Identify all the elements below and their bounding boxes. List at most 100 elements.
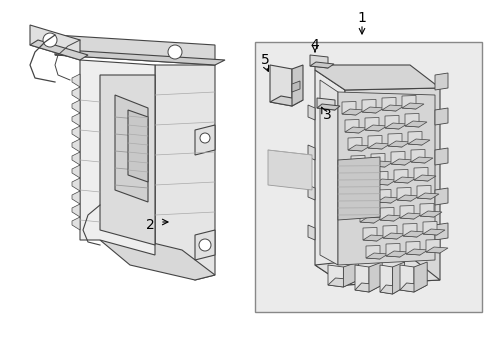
Polygon shape <box>72 191 80 204</box>
Text: 5: 5 <box>261 53 270 67</box>
Polygon shape <box>115 95 148 202</box>
Polygon shape <box>411 157 433 163</box>
Polygon shape <box>315 65 440 90</box>
Polygon shape <box>386 251 408 257</box>
Polygon shape <box>362 99 376 113</box>
Polygon shape <box>72 87 80 100</box>
Polygon shape <box>411 149 425 163</box>
Text: 1: 1 <box>358 11 367 25</box>
Polygon shape <box>394 177 416 183</box>
Polygon shape <box>268 150 312 190</box>
Polygon shape <box>383 225 397 239</box>
Polygon shape <box>72 178 80 191</box>
Polygon shape <box>80 60 155 255</box>
Polygon shape <box>310 55 328 68</box>
Polygon shape <box>394 170 408 183</box>
Polygon shape <box>310 62 334 68</box>
Polygon shape <box>371 153 385 167</box>
Polygon shape <box>317 98 335 110</box>
Polygon shape <box>343 262 358 287</box>
Polygon shape <box>72 139 80 152</box>
Polygon shape <box>426 239 440 253</box>
Polygon shape <box>357 192 371 205</box>
Polygon shape <box>355 283 382 292</box>
Polygon shape <box>391 159 413 165</box>
Polygon shape <box>128 110 148 182</box>
Polygon shape <box>420 203 434 217</box>
Polygon shape <box>348 138 362 151</box>
Circle shape <box>168 45 182 59</box>
Polygon shape <box>414 262 427 292</box>
Polygon shape <box>363 235 385 241</box>
Polygon shape <box>72 113 80 126</box>
Polygon shape <box>72 100 80 113</box>
Polygon shape <box>55 35 215 65</box>
Polygon shape <box>383 233 405 239</box>
Polygon shape <box>400 206 414 219</box>
Polygon shape <box>365 125 387 131</box>
Polygon shape <box>155 65 215 280</box>
Polygon shape <box>400 283 427 292</box>
Polygon shape <box>354 174 368 187</box>
Polygon shape <box>408 131 422 145</box>
Polygon shape <box>368 135 382 149</box>
Polygon shape <box>403 224 417 237</box>
Polygon shape <box>406 249 428 255</box>
Polygon shape <box>270 96 303 106</box>
Polygon shape <box>345 120 359 133</box>
Polygon shape <box>371 161 393 167</box>
Polygon shape <box>366 253 388 259</box>
Polygon shape <box>388 141 410 147</box>
Polygon shape <box>377 189 391 203</box>
Polygon shape <box>315 255 440 285</box>
Polygon shape <box>414 175 436 181</box>
Polygon shape <box>426 247 448 253</box>
Polygon shape <box>30 40 88 60</box>
Polygon shape <box>386 243 400 257</box>
Polygon shape <box>195 230 215 260</box>
Polygon shape <box>292 81 300 92</box>
Polygon shape <box>338 92 435 265</box>
Polygon shape <box>348 145 370 151</box>
Polygon shape <box>380 215 402 221</box>
Polygon shape <box>382 98 396 111</box>
Polygon shape <box>435 73 448 90</box>
Polygon shape <box>417 185 431 199</box>
Polygon shape <box>382 105 404 111</box>
Polygon shape <box>363 228 377 241</box>
Polygon shape <box>374 179 396 185</box>
Polygon shape <box>420 211 442 217</box>
Polygon shape <box>435 108 448 125</box>
Polygon shape <box>360 217 382 223</box>
Polygon shape <box>380 285 405 294</box>
Polygon shape <box>403 231 425 237</box>
Polygon shape <box>72 217 80 230</box>
Polygon shape <box>385 116 399 129</box>
Polygon shape <box>408 139 430 145</box>
Polygon shape <box>380 207 394 221</box>
Polygon shape <box>360 210 374 223</box>
Polygon shape <box>328 278 358 287</box>
Text: 4: 4 <box>311 38 319 52</box>
Polygon shape <box>355 265 369 292</box>
Polygon shape <box>402 95 416 109</box>
Polygon shape <box>55 50 225 65</box>
Polygon shape <box>30 25 80 60</box>
Polygon shape <box>369 262 382 292</box>
Polygon shape <box>388 134 402 147</box>
Polygon shape <box>308 225 315 240</box>
Polygon shape <box>292 65 303 106</box>
Polygon shape <box>368 143 390 149</box>
Polygon shape <box>345 88 440 285</box>
Polygon shape <box>308 105 315 120</box>
Polygon shape <box>435 223 448 240</box>
Polygon shape <box>320 80 338 265</box>
Polygon shape <box>397 195 419 201</box>
Polygon shape <box>400 213 422 219</box>
Polygon shape <box>374 171 388 185</box>
Polygon shape <box>385 123 407 129</box>
Polygon shape <box>362 107 384 113</box>
Polygon shape <box>328 265 343 287</box>
Polygon shape <box>405 121 427 127</box>
Polygon shape <box>377 197 399 203</box>
